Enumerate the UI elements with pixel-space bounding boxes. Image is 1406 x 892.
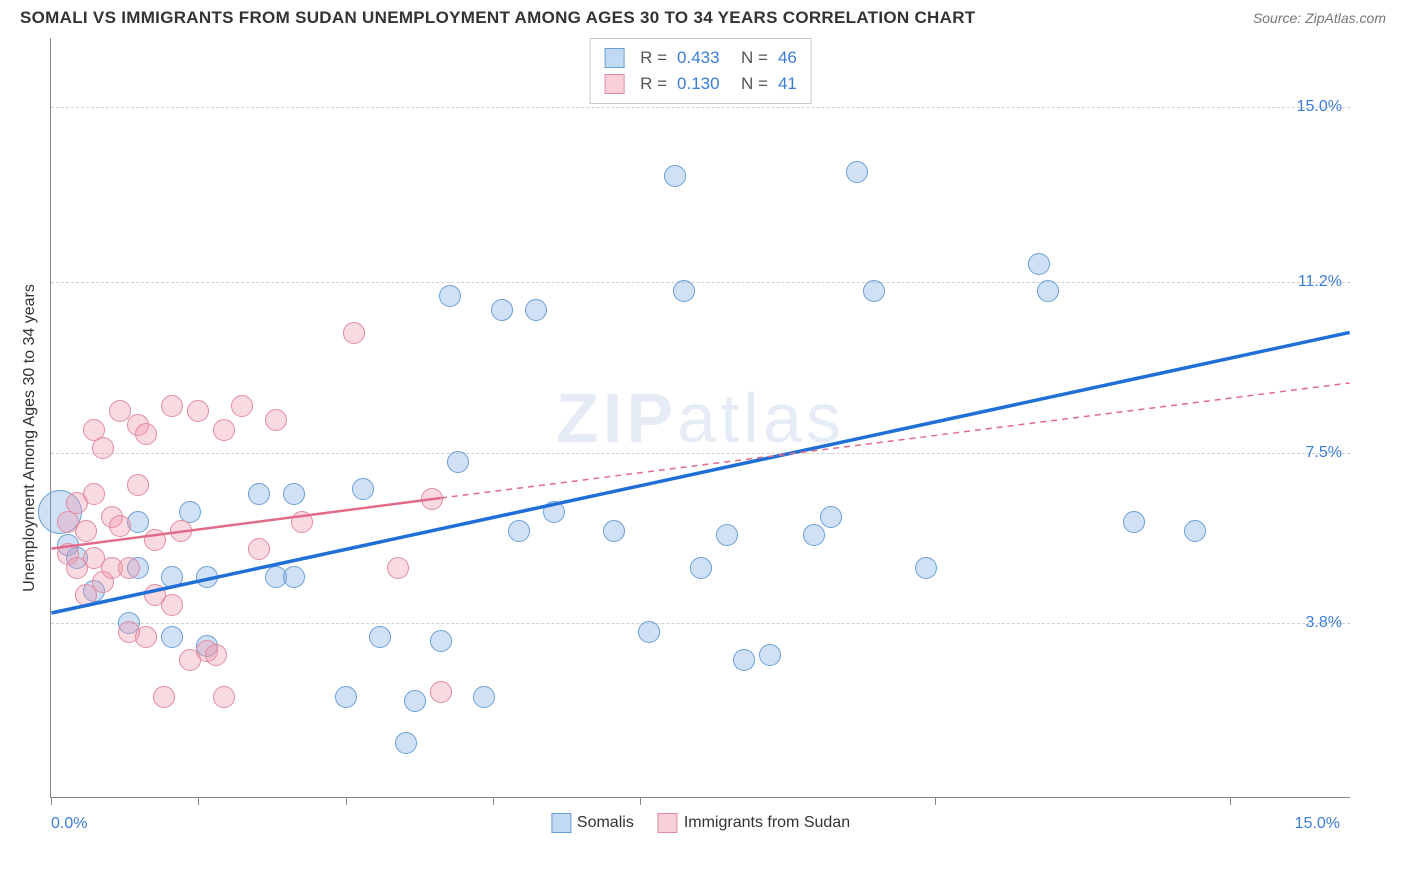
gridline (51, 107, 1350, 108)
data-point (283, 566, 305, 588)
y-tick-label: 15.0% (1297, 98, 1342, 116)
data-point (83, 483, 105, 505)
data-point (92, 437, 114, 459)
plot-area: ZIPatlas R = 0.433 N = 46 R = 0.130 N = … (50, 38, 1350, 798)
correlation-legend: R = 0.433 N = 46 R = 0.130 N = 41 (589, 38, 812, 104)
data-point (109, 515, 131, 537)
data-point (153, 686, 175, 708)
data-point (187, 400, 209, 422)
data-point (283, 483, 305, 505)
data-point (265, 409, 287, 431)
data-point (543, 501, 565, 523)
data-point (335, 686, 357, 708)
y-axis-label: Unemployment Among Ages 30 to 34 years (21, 284, 39, 592)
legend-swatch (658, 813, 678, 833)
source-attribution: Source: ZipAtlas.com (1253, 10, 1386, 26)
data-point (673, 280, 695, 302)
gridline (51, 623, 1350, 624)
x-tick (198, 797, 199, 805)
data-point (161, 626, 183, 648)
x-tick (1230, 797, 1231, 805)
data-point (863, 280, 885, 302)
data-point (1028, 253, 1050, 275)
data-point (196, 566, 218, 588)
correlation-legend-row: R = 0.433 N = 46 (604, 45, 797, 71)
data-point (525, 299, 547, 321)
data-point (690, 557, 712, 579)
data-point (118, 557, 140, 579)
x-axis-min-label: 0.0% (51, 815, 87, 833)
data-point (508, 520, 530, 542)
data-point (161, 566, 183, 588)
legend-swatch (551, 813, 571, 833)
data-point (439, 285, 461, 307)
data-point (231, 395, 253, 417)
data-point (135, 626, 157, 648)
data-point (161, 395, 183, 417)
chart-title: SOMALI VS IMMIGRANTS FROM SUDAN UNEMPLOY… (20, 8, 975, 28)
data-point (430, 630, 452, 652)
data-point (387, 557, 409, 579)
data-point (395, 732, 417, 754)
data-point (473, 686, 495, 708)
data-point (135, 423, 157, 445)
data-point (430, 681, 452, 703)
data-point (248, 538, 270, 560)
gridline (51, 453, 1350, 454)
data-point (161, 594, 183, 616)
data-point (127, 474, 149, 496)
data-point (144, 529, 166, 551)
data-point (846, 161, 868, 183)
data-point (915, 557, 937, 579)
data-point (343, 322, 365, 344)
data-point (1037, 280, 1059, 302)
x-tick (51, 797, 52, 805)
chart-container: Unemployment Among Ages 30 to 34 years Z… (50, 38, 1390, 838)
x-tick (493, 797, 494, 805)
chart-header: SOMALI VS IMMIGRANTS FROM SUDAN UNEMPLOY… (0, 0, 1406, 32)
series-legend: Somalis Immigrants from Sudan (551, 813, 850, 833)
x-axis-max-label: 15.0% (1295, 815, 1340, 833)
y-tick-label: 7.5% (1306, 444, 1342, 462)
legend-swatch (604, 74, 624, 94)
legend-item: Immigrants from Sudan (658, 813, 850, 833)
data-point (1123, 511, 1145, 533)
data-point (447, 451, 469, 473)
data-point (75, 520, 97, 542)
data-point (369, 626, 391, 648)
data-point (205, 644, 227, 666)
watermark: ZIPatlas (556, 378, 845, 458)
data-point (291, 511, 313, 533)
data-point (603, 520, 625, 542)
data-point (733, 649, 755, 671)
data-point (716, 524, 738, 546)
legend-swatch (604, 48, 624, 68)
y-tick-label: 11.2% (1298, 273, 1342, 291)
data-point (352, 478, 374, 500)
data-point (638, 621, 660, 643)
data-point (491, 299, 513, 321)
data-point (421, 488, 443, 510)
data-point (213, 419, 235, 441)
data-point (404, 690, 426, 712)
gridline (51, 282, 1350, 283)
correlation-legend-row: R = 0.130 N = 41 (604, 71, 797, 97)
trend-lines (51, 38, 1350, 797)
data-point (664, 165, 686, 187)
data-point (820, 506, 842, 528)
data-point (213, 686, 235, 708)
data-point (803, 524, 825, 546)
y-tick-label: 3.8% (1306, 614, 1342, 632)
x-tick (935, 797, 936, 805)
data-point (1184, 520, 1206, 542)
data-point (248, 483, 270, 505)
x-tick (346, 797, 347, 805)
data-point (759, 644, 781, 666)
legend-item: Somalis (551, 813, 634, 833)
data-point (170, 520, 192, 542)
x-tick (640, 797, 641, 805)
